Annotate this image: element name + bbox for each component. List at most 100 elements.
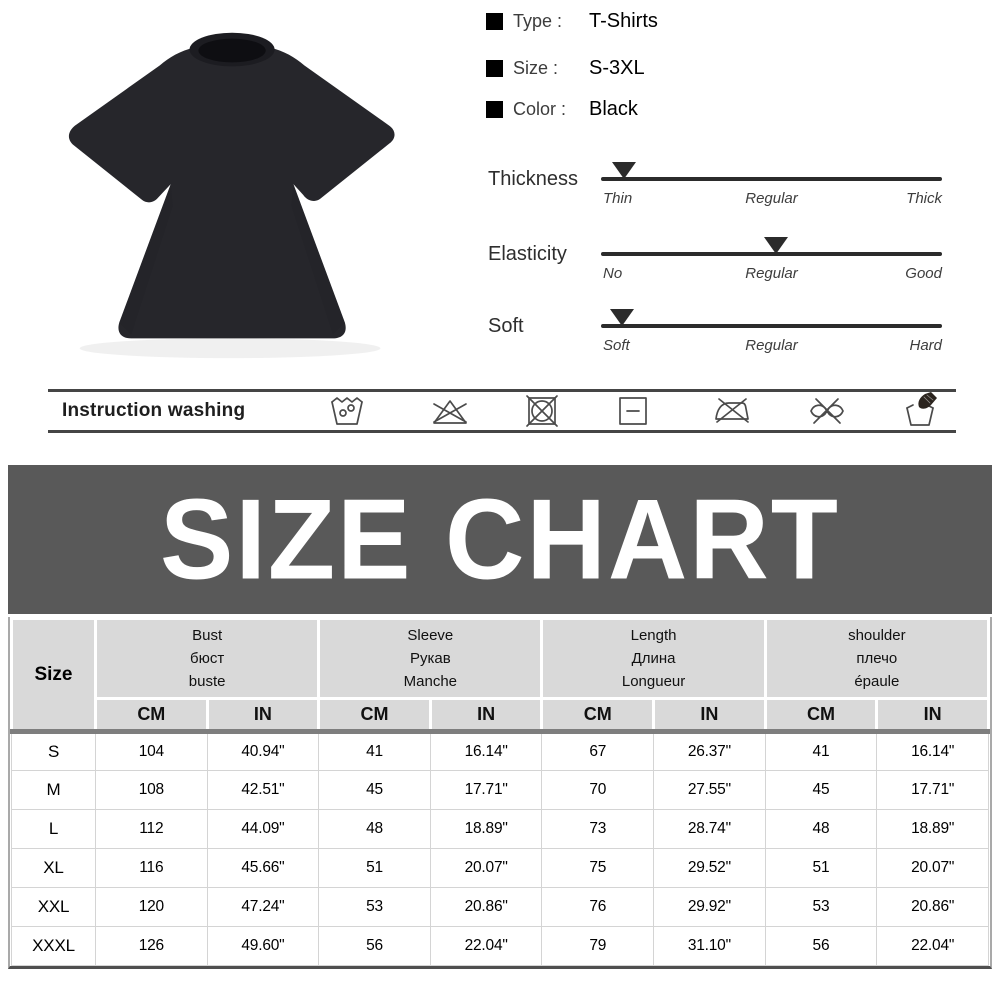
product-photo <box>28 8 448 374</box>
value-cell: 22.04" <box>429 926 543 966</box>
value-cell: 51 <box>764 848 878 888</box>
tick-label-left: No <box>603 265 623 282</box>
group-line: Рукав <box>409 649 451 667</box>
value-cell: 20.07" <box>876 848 989 888</box>
group-line: Longueur <box>621 673 686 691</box>
table-row: M 108 42.51" 45 17.71" 70 27.55" 45 17.7… <box>10 770 989 810</box>
value-cell: 126 <box>95 926 208 966</box>
value-cell: 120 <box>95 887 208 927</box>
group-line: Length <box>630 626 677 644</box>
square-bullet-icon <box>486 13 503 30</box>
value-cell: 18.89" <box>876 809 989 849</box>
value-cell: 108 <box>95 770 208 810</box>
value-cell: 16.14" <box>429 729 543 771</box>
size-chart-table: Size Bust бюст buste Sleeve Рукав Manche… <box>8 617 992 969</box>
size-cell: XXL <box>10 887 97 927</box>
size-cell: S <box>10 729 97 771</box>
slider-track: Thin Regular Thick <box>601 162 942 207</box>
slider-elasticity: Elasticity No Regular Good <box>488 237 944 303</box>
value-cell: 40.94" <box>206 729 320 771</box>
group-line: Manche <box>403 673 458 691</box>
tick-label-left: Soft <box>603 337 630 354</box>
value-cell: 45 <box>318 770 431 810</box>
value-cell: 42.51" <box>206 770 320 810</box>
do-not-iron-icon <box>712 391 752 431</box>
do-not-tumble-dry-icon <box>522 391 562 431</box>
value-cell: 27.55" <box>653 770 766 810</box>
col-group-shoulder: shoulder плечо épaule <box>763 617 991 700</box>
hand-wash-icon <box>900 391 940 431</box>
unit-header-in: IN <box>428 697 544 733</box>
value-cell: 31.10" <box>653 926 766 966</box>
square-bullet-icon <box>486 60 503 77</box>
value-cell: 73 <box>541 809 655 849</box>
value-cell: 76 <box>541 887 655 927</box>
spec-label: Type : <box>513 11 563 31</box>
group-line: Bust <box>192 626 223 644</box>
slider-marker-icon <box>610 309 635 326</box>
slider-track: Soft Regular Hard <box>601 309 942 354</box>
table-row: XXXL 126 49.60" 56 22.04" 79 31.10" 56 2… <box>10 926 989 966</box>
table-row: XXL 120 47.24" 53 20.86" 76 29.92" 53 20… <box>10 887 989 927</box>
value-cell: 70 <box>541 770 655 810</box>
slider-marker-icon <box>611 162 636 179</box>
unit-header-cm: CM <box>763 697 879 733</box>
do-not-wring-icon <box>807 391 847 431</box>
spec-label: Size : <box>513 58 559 78</box>
slider-soft: Soft Soft Regular Hard <box>488 309 944 375</box>
spec-label: Color : <box>513 99 567 119</box>
value-cell: 48 <box>764 809 878 849</box>
size-chart-title: SIZE CHART <box>160 475 840 603</box>
washing-instructions: Instruction washing <box>48 389 956 433</box>
value-cell: 49.60" <box>206 926 320 966</box>
tick-label-right: Good <box>905 265 942 282</box>
unit-header-cm: CM <box>94 697 209 733</box>
value-cell: 20.86" <box>429 887 543 927</box>
size-chart-banner: SIZE CHART <box>8 465 992 614</box>
size-cell: L <box>10 809 97 849</box>
value-cell: 45.66" <box>206 848 320 888</box>
value-cell: 29.52" <box>653 848 766 888</box>
value-cell: 44.09" <box>206 809 320 849</box>
tick-label-mid: Regular <box>745 190 798 207</box>
size-cell: M <box>10 770 97 810</box>
dry-flat-icon <box>613 391 653 431</box>
spec-value: T-Shirts <box>589 10 658 32</box>
slider-name: Soft <box>488 315 524 337</box>
value-cell: 16.14" <box>876 729 989 771</box>
slider-marker-icon <box>763 237 788 254</box>
group-line: плечо <box>856 649 898 667</box>
value-cell: 48 <box>318 809 431 849</box>
value-cell: 75 <box>541 848 655 888</box>
tick-label-right: Hard <box>909 337 942 354</box>
value-cell: 45 <box>764 770 878 810</box>
value-cell: 116 <box>95 848 208 888</box>
spec-type: Type : T-Shirts <box>486 10 658 33</box>
unit-header-in: IN <box>875 697 990 733</box>
table-row: XL 116 45.66" 51 20.07" 75 29.52" 51 20.… <box>10 848 989 888</box>
table-row: S 104 40.94" 41 16.14" 67 26.37" 41 16.1… <box>10 729 989 771</box>
slider-thickness: Thickness Thin Regular Thick <box>488 162 944 228</box>
washing-label: Instruction washing <box>62 400 246 421</box>
unit-header-in: IN <box>205 697 321 733</box>
spec-color: Color : Black <box>486 98 638 121</box>
value-cell: 53 <box>318 887 431 927</box>
tick-label-left: Thin <box>603 190 633 207</box>
tshirt-image <box>68 32 395 359</box>
value-cell: 17.71" <box>429 770 543 810</box>
group-line: Длина <box>631 649 676 667</box>
machine-wash-icon <box>327 391 367 431</box>
value-cell: 47.24" <box>206 887 320 927</box>
col-group-bust: Bust бюст buste <box>94 617 321 700</box>
tick-label-mid: Regular <box>745 265 798 282</box>
value-cell: 20.07" <box>429 848 543 888</box>
group-line: shoulder <box>848 626 906 644</box>
table-row: L 112 44.09" 48 18.89" 73 28.74" 48 18.8… <box>10 809 989 849</box>
col-group-length: Length Длина Longueur <box>540 617 767 700</box>
value-cell: 56 <box>318 926 431 966</box>
group-line: бюст <box>190 649 225 667</box>
value-cell: 28.74" <box>653 809 766 849</box>
value-cell: 26.37" <box>653 729 766 771</box>
value-cell: 104 <box>95 729 208 771</box>
